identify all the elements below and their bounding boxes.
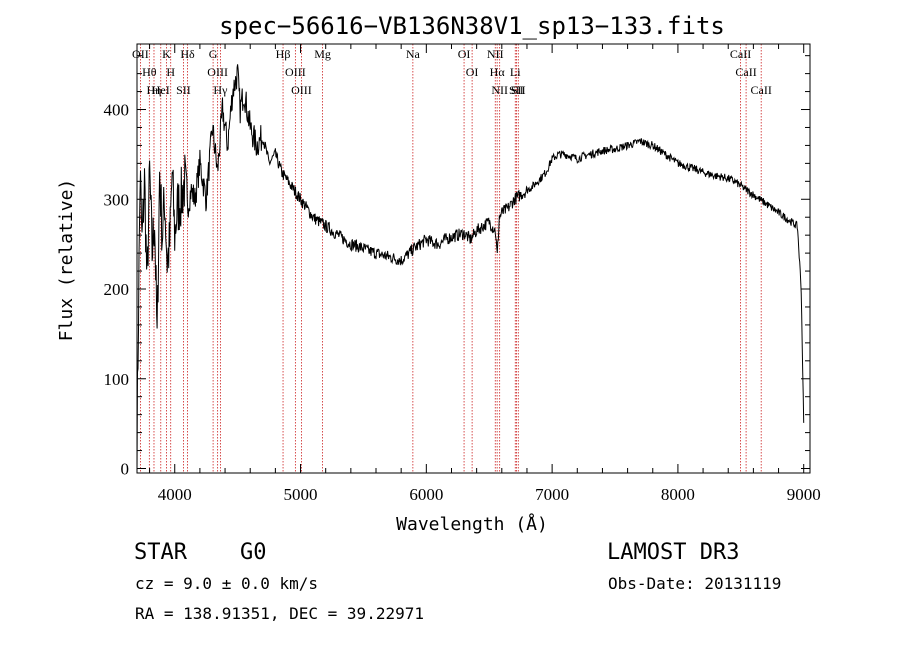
line-label: Li xyxy=(510,65,521,79)
line-label: OIII xyxy=(291,83,312,97)
spectrum-line xyxy=(136,64,805,474)
line-label: HeI xyxy=(152,83,170,97)
line-label: CaII xyxy=(751,83,772,97)
line-label: OI xyxy=(466,65,479,79)
line-label: Hγ xyxy=(213,83,228,97)
coordinates-label: RA = 138.91351, DEC = 39.22971 xyxy=(135,604,424,623)
x-tick-label: 8000 xyxy=(661,485,695,504)
y-tick-label: 0 xyxy=(121,460,130,479)
line-label: Hδ xyxy=(180,47,195,61)
subclass-label: G0 xyxy=(240,540,267,565)
line-label: OI xyxy=(458,47,471,61)
plot-frame xyxy=(136,43,811,474)
x-axis-ticks: 4000 5000 6000 7000 8000 9000 xyxy=(149,44,821,504)
classification-label: STAR xyxy=(134,540,187,565)
line-label: OII xyxy=(132,47,149,61)
x-axis-label: Wavelength (Å) xyxy=(396,513,548,535)
x-tick-label: 9000 xyxy=(787,485,821,504)
x-tick-label: 5000 xyxy=(284,485,318,504)
y-tick-label: 100 xyxy=(104,370,130,389)
line-label: Hη xyxy=(147,83,162,97)
redshift-label: cz = 9.0 ± 0.0 km/s xyxy=(135,574,319,593)
y-axis-label: Flux (relative) xyxy=(56,179,77,342)
line-label: Mg xyxy=(314,47,331,61)
y-axis-ticks: 0 100 200 300 400 xyxy=(104,55,810,479)
line-label: SII xyxy=(511,83,526,97)
x-tick-label: 6000 xyxy=(409,485,443,504)
y-tick-label: 400 xyxy=(104,101,130,120)
line-label: SII xyxy=(509,83,524,97)
line-label: CaII xyxy=(735,65,756,79)
line-label: NII xyxy=(487,47,504,61)
line-label: SII xyxy=(176,83,191,97)
line-label: K xyxy=(162,47,171,61)
chart-title: spec−56616−VB136N38V1_sp13−133.fits xyxy=(219,12,725,40)
line-label: OIII xyxy=(285,65,306,79)
line-label: CaII xyxy=(730,47,751,61)
line-label: Na xyxy=(406,47,421,61)
line-label: G xyxy=(209,47,218,61)
y-tick-label: 200 xyxy=(104,280,130,299)
line-label: OIII xyxy=(207,65,228,79)
line-label: H xyxy=(166,65,175,79)
line-label: NII xyxy=(491,83,508,97)
spectral-line-markers xyxy=(139,44,762,473)
x-tick-label: 7000 xyxy=(535,485,569,504)
x-tick-label: 4000 xyxy=(158,485,192,504)
survey-label: LAMOST DR3 xyxy=(607,540,740,565)
line-label: Hα xyxy=(490,65,506,79)
obs-date-label: Obs-Date: 20131119 xyxy=(608,574,782,593)
line-label: Hβ xyxy=(276,47,291,61)
line-label: Hθ xyxy=(142,65,157,79)
y-tick-label: 300 xyxy=(104,190,130,209)
